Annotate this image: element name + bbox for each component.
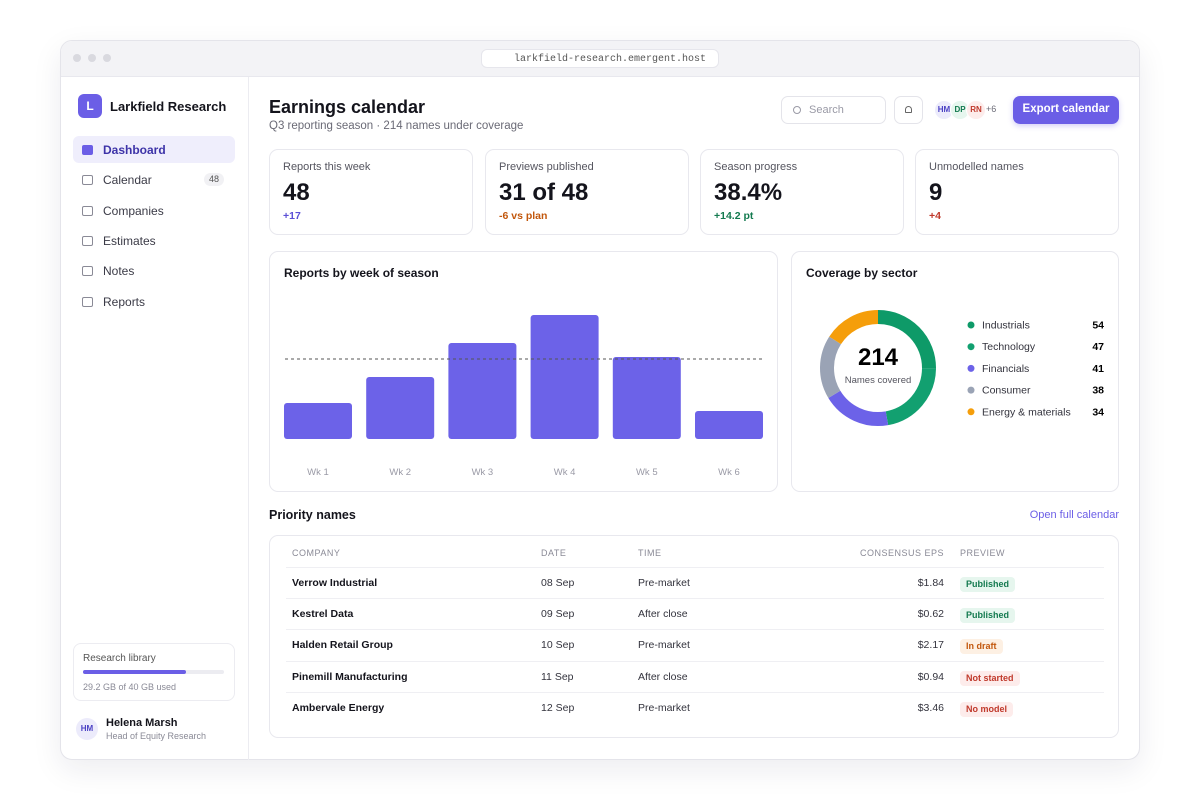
kpi-card: [269, 149, 473, 235]
storage-title: Research library: [83, 653, 156, 664]
status-badge: Published: [960, 608, 1016, 624]
nav-item[interactable]: Calendar: [103, 173, 152, 187]
table-cell: $0.62: [917, 608, 944, 621]
table-cell: 09 Sep: [541, 608, 575, 621]
search-icon: [793, 106, 801, 114]
storage-fill: [83, 670, 186, 674]
nav-item[interactable]: Estimates: [103, 234, 156, 248]
table-cell: 11 Sep: [541, 670, 574, 683]
chart-card: [269, 251, 778, 492]
address-bar[interactable]: [481, 49, 719, 68]
status-badge: Not started: [960, 670, 1020, 686]
nav-item[interactable]: Notes: [103, 264, 135, 278]
kpi-value: 38.4%: [714, 179, 783, 206]
window-dot: [103, 54, 111, 62]
section-title: Priority names: [269, 508, 356, 522]
chart-title: Reports by week of season: [284, 266, 439, 280]
bell-button[interactable]: [894, 96, 923, 124]
kpi-value: 31 of 48: [499, 179, 589, 206]
kpi-value: 48: [283, 179, 310, 206]
url: larkfield-research.emergent.host: [514, 54, 707, 65]
page-title: Earnings calendar: [269, 97, 426, 117]
bell-icon: [905, 106, 912, 113]
table-cell: Halden Retail Group: [292, 639, 393, 652]
nav-icon: [82, 145, 93, 155]
status-badge: No model: [960, 701, 1014, 717]
nav-icon: [82, 297, 93, 307]
kpi-card: [485, 149, 689, 235]
storage-card: [73, 643, 235, 701]
table-cell: $0.94: [917, 670, 944, 683]
brand-icon: L: [78, 94, 102, 118]
chart-card: [791, 251, 1119, 492]
row-divider: [286, 598, 1104, 600]
user-name: Helena Marsh: [106, 717, 178, 729]
status-badge: In draft: [960, 639, 1003, 655]
table-cell: $2.17: [917, 639, 944, 652]
export-button[interactable]: [1013, 96, 1119, 124]
sidebar-divider: [248, 77, 249, 760]
nav-badge: 48: [204, 173, 225, 186]
table-cell: 12 Sep: [541, 701, 575, 714]
storage-label: 29.2 GB of 40 GB used: [83, 682, 177, 692]
table-cell: Pre-market: [638, 701, 690, 714]
nav-active: [73, 136, 235, 163]
export-label: Export calendar: [1022, 103, 1110, 115]
row-divider: [286, 691, 1104, 693]
window-dot: [73, 54, 81, 62]
nav-item[interactable]: Companies: [103, 204, 164, 218]
column-header: TIME: [638, 548, 662, 558]
nav-item[interactable]: Reports: [103, 295, 146, 309]
page-subtitle: Q3 reporting season · 214 names under co…: [269, 120, 524, 132]
kpi-label: Season progress: [714, 161, 798, 173]
user-role: Head of Equity Research: [106, 731, 207, 741]
kpi-delta: -6 vs plan: [499, 210, 548, 222]
table-cell: Ambervale Energy: [292, 701, 385, 714]
table-cell: 08 Sep: [541, 577, 575, 589]
kpi-delta: +14.2 pt: [714, 210, 754, 222]
row-divider: [286, 660, 1104, 662]
kpi-card: [700, 149, 904, 235]
table-cell: Kestrel Data: [292, 608, 354, 621]
search-box[interactable]: [781, 96, 886, 124]
table-cell: After close: [638, 670, 688, 683]
table-card: [269, 535, 1119, 738]
window-dot: [88, 54, 96, 62]
nav-icon: [82, 236, 93, 246]
table-cell: $1.84: [917, 577, 944, 589]
nav-icon: [82, 266, 93, 276]
row-divider: [286, 567, 1104, 568]
kpi-delta: +4: [929, 210, 941, 222]
nav-item[interactable]: Dashboard: [103, 143, 166, 157]
kpi-value: 9: [929, 179, 943, 206]
kpi-delta: +17: [283, 210, 301, 222]
avatar-more: +6: [986, 104, 997, 114]
column-header: PREVIEW: [960, 548, 1006, 558]
section-link[interactable]: Open full calendar: [1029, 509, 1119, 521]
row-divider: [286, 629, 1104, 631]
table-cell: After close: [638, 608, 688, 621]
kpi-label: Previews published: [499, 161, 594, 173]
search-placeholder: Search: [809, 104, 844, 116]
kpi-label: Reports this week: [283, 161, 371, 173]
table-cell: 10 Sep: [541, 639, 575, 652]
user-avatar[interactable]: HM: [76, 718, 98, 740]
nav-icon: [82, 206, 93, 216]
table-cell: $3.46: [917, 701, 944, 714]
kpi-label: Unmodelled names: [929, 161, 1024, 173]
column-header: CONSENSUS EPS: [859, 548, 944, 558]
table-cell: Verrow Industrial: [292, 577, 378, 589]
brand-name: Larkfield Research: [110, 99, 227, 114]
table-cell: Pre-market: [638, 577, 690, 589]
table-cell: Pre-market: [638, 639, 690, 652]
header-avatar[interactable]: RN: [966, 100, 986, 120]
status-badge: Published: [960, 577, 1016, 592]
chart-title: Coverage by sector: [806, 266, 918, 280]
column-header: DATE: [541, 548, 567, 558]
column-header: COMPANY: [292, 548, 341, 558]
nav-icon: [82, 175, 93, 185]
table-cell: Pinemill Manufacturing: [292, 670, 408, 683]
kpi-card: [915, 149, 1119, 235]
